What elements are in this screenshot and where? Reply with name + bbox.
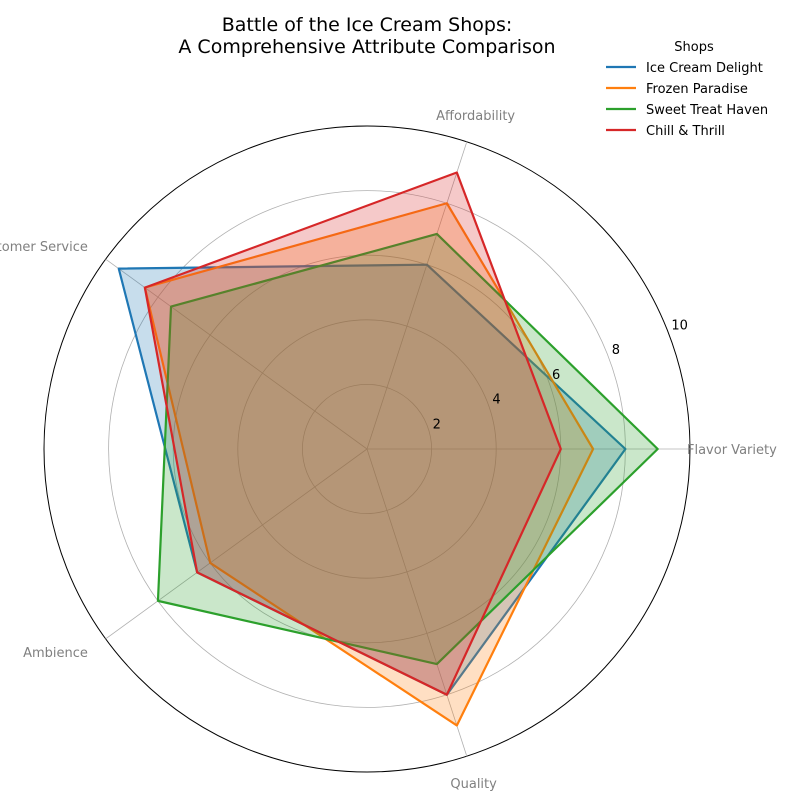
legend-label-ice-cream-delight: Ice Cream Delight xyxy=(646,61,763,76)
legend-label-frozen-paradise: Frozen Paradise xyxy=(646,82,748,97)
legend: Shops Ice Cream Delight Frozen Paradise Sw… xyxy=(606,40,768,139)
axis-label-quality: Quality xyxy=(450,777,497,792)
r-tick-label-8: 8 xyxy=(612,343,620,358)
r-tick-label-4: 4 xyxy=(492,393,500,408)
r-tick-label-6: 6 xyxy=(552,368,560,383)
r-tick-label-2: 2 xyxy=(433,417,441,432)
axis-label-affordability: Affordability xyxy=(436,109,515,124)
series-layer xyxy=(119,173,658,726)
legend-label-chill-thrill: Chill & Thrill xyxy=(646,124,725,139)
axis-label-flavor-variety: Flavor Variety xyxy=(687,443,777,458)
chart-title-line-1: Battle of the Ice Cream Shops: xyxy=(222,14,513,36)
axis-label-customer-service: Customer Service xyxy=(0,240,88,255)
chart-title-line-2: A Comprehensive Attribute Comparison xyxy=(178,36,555,58)
legend-title: Shops xyxy=(674,40,714,55)
legend-label-sweet-treat-haven: Sweet Treat Haven xyxy=(646,103,768,118)
r-tick-label-10: 10 xyxy=(671,318,688,333)
axis-label-ambience: Ambience xyxy=(23,646,88,661)
